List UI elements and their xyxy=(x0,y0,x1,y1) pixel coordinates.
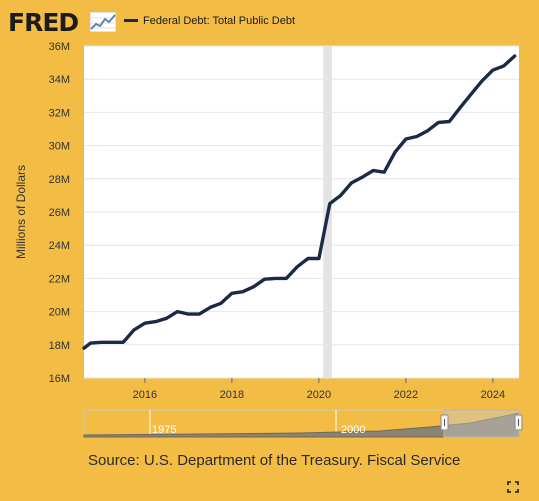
y-tick-label: 36M xyxy=(49,41,70,53)
x-tick-label: 2022 xyxy=(394,389,418,401)
navigator-label: 2000 xyxy=(341,424,365,436)
y-tick-label: 26M xyxy=(49,207,70,219)
y-axis-title: Millions of Dollars xyxy=(14,165,28,259)
x-tick-label: 2016 xyxy=(133,389,157,401)
y-tick-label: 34M xyxy=(49,74,70,86)
x-tick-label: 2020 xyxy=(307,389,331,401)
y-tick-label: 16M xyxy=(49,373,70,385)
navigator-label: 1975 xyxy=(152,424,176,436)
expand-icon[interactable] xyxy=(507,481,519,493)
y-tick-label: 30M xyxy=(49,141,70,153)
y-tick-label: 22M xyxy=(49,273,70,285)
y-tick-label: 18M xyxy=(49,340,70,352)
legend-swatch xyxy=(124,18,138,22)
series-line[interactable] xyxy=(82,54,517,350)
line-chart-icon xyxy=(90,12,116,32)
legend-item[interactable]: Federal Debt: Total Public Debt xyxy=(124,15,295,27)
y-tick-label: 32M xyxy=(49,107,70,119)
y-tick-label: 28M xyxy=(49,174,70,186)
x-tick-label: 2018 xyxy=(220,389,244,401)
navigator-window[interactable] xyxy=(443,409,520,438)
y-tick-label: 24M xyxy=(49,240,70,252)
legend-label: Federal Debt: Total Public Debt xyxy=(143,15,296,27)
chart-header: FRED Federal Debt: Total Public Debt xyxy=(8,6,528,37)
source-text: Source: U.S. Department of the Treasury.… xyxy=(88,452,461,469)
x-tick-label: 2024 xyxy=(481,389,505,401)
y-tick-label: 20M xyxy=(49,307,70,319)
fred-logo[interactable]: FRED xyxy=(8,8,79,37)
